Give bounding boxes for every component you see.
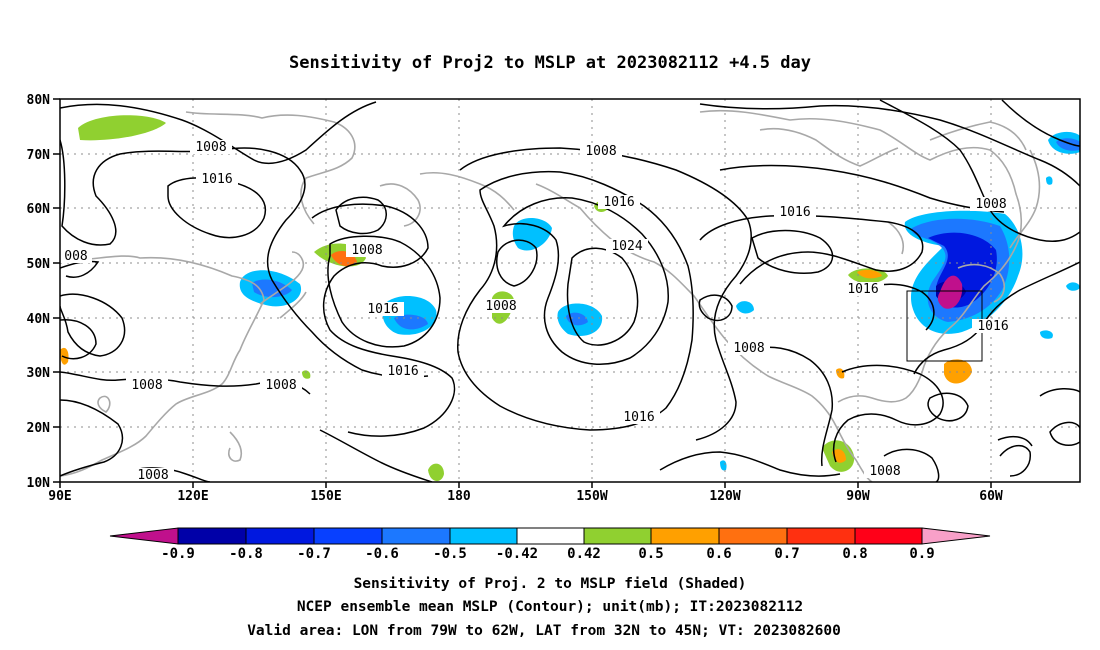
- contour-label: 1016: [623, 410, 654, 425]
- colorbar-segment: [449, 527, 518, 545]
- lat-label: 80N: [27, 93, 51, 108]
- colorbar-label: -0.6: [365, 546, 399, 562]
- shade-negative-core: [394, 314, 428, 330]
- lat-label: 50N: [27, 257, 51, 272]
- lat-label: 10N: [27, 476, 51, 491]
- coastlines: [60, 109, 1041, 482]
- shade-negative-patch: [1040, 330, 1053, 339]
- latitude-labels: 80N 70N 60N 50N 40N 30N 20N 10N: [27, 93, 51, 491]
- figure-title: Sensitivity of Proj2 to MSLP at 20230821…: [289, 53, 811, 73]
- colorbar-segment: [583, 527, 652, 545]
- footer-line-3: Valid area: LON from 79W to 62W, LAT fro…: [247, 623, 841, 639]
- lon-label: 60W: [979, 489, 1003, 504]
- colorbar-segment: [381, 527, 451, 545]
- colorbar-label: -0.8: [229, 546, 263, 562]
- colorbar-segment: [650, 527, 720, 545]
- shade-positive-patch: [302, 370, 311, 379]
- colorbar-label: -0.7: [297, 546, 331, 562]
- contour-label: 1016: [779, 205, 810, 220]
- colorbar-segment: [245, 527, 315, 545]
- contour-label: 008: [64, 249, 87, 264]
- shade-max-negative: [937, 275, 963, 309]
- shade-positive-patch: [836, 368, 845, 379]
- colorbar-label: -0.5: [433, 546, 467, 562]
- contour-label: 1024: [611, 239, 642, 254]
- colorbar-label: 0.7: [774, 546, 799, 562]
- contour-label: 1008: [265, 378, 296, 393]
- colorbar-segment: [786, 527, 856, 545]
- contour-label: 1008: [195, 140, 226, 155]
- shade-negative-patch: [736, 301, 754, 314]
- shade-positive-patch: [428, 463, 444, 482]
- colorbar-segment: [313, 527, 383, 545]
- lon-label: 90W: [846, 489, 870, 504]
- contour-label: 1008: [733, 341, 764, 356]
- lat-label: 70N: [27, 148, 51, 163]
- lon-label: 120E: [177, 489, 208, 504]
- colorbar-segment: [177, 527, 247, 545]
- colorbar-label: -0.42: [496, 546, 538, 562]
- colorbar-label: 0.42: [567, 546, 601, 562]
- contour-label: 1008: [131, 378, 162, 393]
- contour-label: 1016: [201, 172, 232, 187]
- shade-negative-patch: [1046, 176, 1053, 185]
- colorbar-right-arrow: [921, 527, 991, 545]
- colorbar-left-arrow: [109, 527, 179, 545]
- contour-label: 1016: [603, 195, 634, 210]
- lat-label: 20N: [27, 421, 51, 436]
- colorbar-label: -0.9: [161, 546, 195, 562]
- contour-label: 1016: [847, 282, 878, 297]
- colorbar-segment: [516, 527, 585, 545]
- contour-label: 1008: [351, 243, 382, 258]
- shade-negative-patch: [1066, 282, 1080, 291]
- lat-label: 40N: [27, 312, 51, 327]
- contour-label: 1016: [387, 364, 418, 379]
- lon-label: 90E: [48, 489, 71, 504]
- lon-label: 120W: [709, 489, 740, 504]
- shade-negative-patch: [720, 460, 727, 471]
- map-panel: 1008 1016 008 1008 1016 1008 1008 1016 1…: [27, 93, 1081, 504]
- colorbar: -0.9 -0.8 -0.7 -0.6 -0.5 -0.42 0.42 0.5 …: [109, 527, 991, 562]
- lon-label: 180: [447, 489, 471, 504]
- lat-label: 60N: [27, 202, 51, 217]
- contour-label: 1016: [977, 319, 1008, 334]
- contour-labels: 1008 1016 008 1008 1016 1008 1008 1016 1…: [60, 140, 1014, 483]
- contour-label: 1008: [137, 468, 168, 483]
- longitude-labels: 90E 120E 150E 180 150W 120W 90W 60W: [48, 489, 1003, 504]
- shade-positive-patch: [78, 115, 166, 141]
- colorbar-label: 0.5: [638, 546, 663, 562]
- footer-line-1: Sensitivity of Proj. 2 to MSLP field (Sh…: [354, 576, 747, 592]
- lat-label: 30N: [27, 366, 51, 381]
- shade-positive-core: [857, 269, 882, 279]
- colorbar-segment: [854, 527, 923, 545]
- contour-label: 1008: [975, 197, 1006, 212]
- colorbar-label: 0.6: [706, 546, 731, 562]
- axis-ticks: [53, 98, 992, 488]
- lon-label: 150W: [576, 489, 607, 504]
- contour-label: 1008: [485, 299, 516, 314]
- shade-positive-patch: [944, 359, 972, 384]
- shade-negative-patch: [512, 217, 552, 251]
- lon-label: 150E: [310, 489, 341, 504]
- colorbar-label: 0.9: [909, 546, 934, 562]
- colorbar-segment: [718, 527, 788, 545]
- contour-label: 1008: [869, 464, 900, 479]
- colorbar-label: 0.8: [842, 546, 867, 562]
- footer-line-2: NCEP ensemble mean MSLP (Contour); unit(…: [297, 599, 803, 615]
- contour-label: 1008: [585, 144, 616, 159]
- contour-label: 1016: [367, 302, 398, 317]
- map-frame: [59, 98, 1081, 483]
